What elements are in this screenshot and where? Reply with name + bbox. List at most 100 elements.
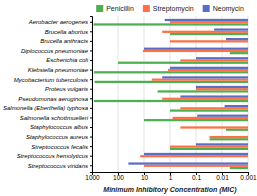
bar [144, 119, 248, 121]
tick: Salmonella (Eberthella) typhosa [3, 105, 92, 111]
grid-line [118, 16, 119, 172]
bar [173, 117, 248, 119]
tick: Streptococcus viridans [28, 163, 92, 169]
tick-mark [90, 98, 92, 99]
tick-mark [90, 22, 92, 23]
bar [210, 138, 248, 140]
tick-mark [90, 137, 92, 138]
bar [248, 134, 249, 136]
tick: 1000 [85, 172, 100, 181]
bar [94, 23, 248, 25]
tick: 0.01 [216, 172, 229, 181]
tick-label: Salmonella schottmuelleri [20, 115, 89, 121]
x-axis: 10001001010.10.010.001 [85, 172, 257, 181]
bar [248, 42, 249, 44]
bar [143, 50, 248, 52]
bar [248, 157, 249, 159]
bar [210, 136, 248, 138]
bar [170, 146, 248, 148]
legend-swatch [96, 5, 103, 12]
y-axis: Aerobacter aerogenes Brucella abortus Bruc… [3, 17, 93, 173]
tick-label: Pseudomonas aeruginosa [18, 96, 88, 102]
bar [144, 153, 248, 155]
tick-label: Staphylococcus aureus [26, 134, 88, 140]
bar [226, 129, 248, 131]
tick-mark [90, 165, 92, 166]
bar [128, 162, 248, 164]
bar [230, 167, 248, 169]
tick: Aerobacter aerogenes [28, 19, 92, 25]
grid [92, 16, 248, 172]
tick-label: 10 [141, 174, 149, 181]
tick: Brucella anthracis [40, 38, 92, 44]
bar [170, 109, 248, 111]
tick: Klebsiella pneumoniae [28, 67, 92, 73]
legend-swatch [143, 5, 150, 12]
tick: Escherichia coli [46, 57, 92, 63]
tick-label: Escherichia coli [46, 57, 88, 63]
tick: Brucella abortus [45, 29, 92, 35]
tick-label: Mycobacterium tuberculosis [14, 77, 88, 83]
legend-label: Streptomycin [153, 5, 194, 13]
legend-label: Penicillin [106, 5, 134, 12]
tick-label: Streptococcus viridans [28, 163, 88, 169]
tick-mark [90, 108, 92, 109]
tick-label: Aerobacter aerogenes [28, 19, 88, 25]
bar [162, 76, 248, 78]
bar [144, 165, 248, 167]
bar [168, 69, 248, 71]
bar [162, 98, 248, 100]
tick: 10 [141, 172, 149, 181]
tick-mark [90, 89, 92, 90]
tick-mark [90, 60, 92, 61]
bar-series [140, 21, 248, 167]
bar [248, 124, 249, 126]
bar [230, 52, 248, 54]
bar [170, 21, 248, 23]
tick-label: Brucella abortus [45, 29, 88, 35]
tick-label: Streptococcus hemolyticus [17, 153, 88, 159]
tick: Salmonella schottmuelleri [20, 115, 92, 121]
legend-item: Penicillin [96, 5, 134, 12]
bar [196, 143, 248, 145]
tick: Staphylococcus albus [30, 124, 92, 130]
bar [196, 88, 248, 90]
tick: Streptococcus fecalis [31, 144, 92, 150]
tick-label: 1 [169, 174, 173, 181]
bar [165, 19, 248, 21]
tick-label: 0.1 [192, 174, 201, 181]
tick-mark [90, 31, 92, 32]
bar [196, 86, 248, 88]
plot: 10001001010.10.010.001Aerobacter aerogen… [3, 16, 257, 181]
tick-label: Brucella anthracis [40, 38, 88, 44]
tick-mark [90, 146, 92, 147]
tick-mark [90, 79, 92, 80]
bar [170, 40, 248, 42]
tick: Streptococcus hemolyticus [17, 153, 92, 159]
bar-series [94, 23, 248, 169]
axis-line [90, 17, 93, 173]
bar [197, 115, 248, 117]
tick: 1 [169, 172, 173, 181]
bars [94, 19, 248, 169]
tick-label: 0.001 [240, 174, 257, 181]
bar [180, 126, 248, 128]
chart: 10001001010.10.010.001Aerobacter aerogen… [0, 0, 257, 196]
tick: 0.001 [240, 172, 257, 181]
x-axis-title: Minimum Inhibitory Concentration (MIC) [103, 186, 237, 194]
bar [94, 71, 248, 73]
legend: Penicillin Streptomycin Neomycin [96, 5, 244, 13]
tick-label: 0.01 [216, 174, 229, 181]
tick-mark [90, 50, 92, 51]
legend-label: Neomycin [213, 5, 244, 13]
tick-mark [90, 127, 92, 128]
bar [180, 107, 248, 109]
bar [180, 95, 248, 97]
legend-swatch [203, 5, 210, 12]
tick-mark [90, 70, 92, 71]
bar [214, 28, 248, 30]
bar [162, 31, 248, 33]
tick: Pseudomonas aeruginosa [18, 96, 92, 102]
bar [226, 38, 248, 40]
bar-series [128, 19, 248, 165]
